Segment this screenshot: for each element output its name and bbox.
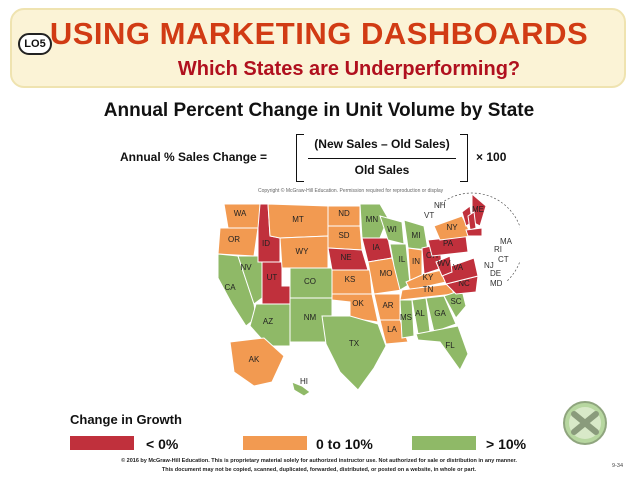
state-ma xyxy=(465,227,483,237)
state-label-me: ME xyxy=(472,205,484,214)
state-label-ut: UT xyxy=(267,273,278,282)
state-label-ak: AK xyxy=(249,355,260,364)
state-label-mi: MI xyxy=(412,231,421,240)
callout-label-nj: NJ xyxy=(484,261,494,270)
state-label-ne: NE xyxy=(340,253,351,262)
state-ga xyxy=(425,295,457,333)
formula-numerator: (New Sales – Old Sales) xyxy=(314,137,450,151)
page-number: 9-34 xyxy=(612,463,624,469)
lo-badge: LO5 xyxy=(18,33,52,55)
mcgraw-hill-logo xyxy=(563,401,607,445)
state-label-wv: WV xyxy=(438,259,452,268)
map-copyright: Copyright © McGraw-Hill Education. Permi… xyxy=(258,188,444,194)
state-label-az: AZ xyxy=(263,317,273,326)
state-label-ms: MS xyxy=(400,313,412,322)
state-label-in: IN xyxy=(412,257,420,266)
state-ak xyxy=(229,337,285,387)
state-label-fl: FL xyxy=(445,341,455,350)
slide-subtitle: Which States are Underperforming? xyxy=(177,58,521,80)
formula-multiplier: × 100 xyxy=(476,150,507,164)
state-label-nd: ND xyxy=(338,209,350,218)
state-label-ks: KS xyxy=(345,275,356,284)
state-label-il: IL xyxy=(399,255,406,264)
state-label-va: VA xyxy=(453,263,464,272)
formula-left-bracket xyxy=(296,134,304,182)
state-il xyxy=(389,243,411,291)
state-label-mn: MN xyxy=(366,215,379,224)
state-label-ky: KY xyxy=(423,273,434,282)
header-banner xyxy=(10,8,626,88)
callout-label-vt: VT xyxy=(424,211,434,220)
state-label-ny: NY xyxy=(446,223,458,232)
state-ms xyxy=(399,299,415,339)
formula-fraction-line xyxy=(308,158,456,159)
state-label-wy: WY xyxy=(296,247,310,256)
state-label-nv: NV xyxy=(240,263,252,272)
state-wv xyxy=(435,255,453,277)
state-label-id: ID xyxy=(262,239,270,248)
state-label-or: OR xyxy=(228,235,240,244)
callout-label-ct: CT xyxy=(498,255,509,264)
state-label-co: CO xyxy=(304,277,316,286)
state-label-ar: AR xyxy=(382,301,393,310)
state-label-ca: CA xyxy=(224,283,236,292)
us-state-map: WA OR CA NV ID UT AZ MT WY CO NM ND SD NE KS OK TX MN IA MO… xyxy=(210,186,524,402)
callout-label-de: DE xyxy=(490,269,501,278)
state-tx xyxy=(321,315,387,391)
callout-label-ma: MA xyxy=(500,237,513,246)
state-az xyxy=(249,303,291,347)
formula-denominator: Old Sales xyxy=(354,163,410,177)
legend-swatch-negative xyxy=(70,436,134,450)
footer-line-2: This document may not be copied, scanned… xyxy=(161,467,477,473)
state-label-wa: WA xyxy=(234,209,247,218)
state-label-nm: NM xyxy=(304,313,317,322)
state-label-mt: MT xyxy=(292,215,304,224)
callout-label-ri: RI xyxy=(494,245,502,254)
footer-line-1: © 2016 by McGraw-Hill Education. This is… xyxy=(121,458,517,464)
chart-title: Annual Percent Change in Unit Volume by … xyxy=(103,100,535,121)
formula-label: Annual % Sales Change = xyxy=(120,150,268,164)
state-label-tn: TN xyxy=(423,285,434,294)
state-label-ga: GA xyxy=(434,309,446,318)
legend-label-mid: 0 to 10% xyxy=(316,436,373,452)
map-svg: WA OR CA NV ID UT AZ MT WY CO NM ND SD NE KS OK TX MN IA MO… xyxy=(217,192,524,397)
state-label-nc: NC xyxy=(458,279,470,288)
state-me xyxy=(471,192,487,227)
state-label-ok: OK xyxy=(352,299,364,308)
legend-heading: Change in Growth xyxy=(70,412,182,427)
state-label-tx: TX xyxy=(349,339,360,348)
state-label-ia: IA xyxy=(372,243,380,252)
state-label-al: AL xyxy=(415,309,425,318)
state-label-hi: HI xyxy=(300,377,308,386)
state-label-la: LA xyxy=(387,325,397,334)
northeast-callout-arc xyxy=(437,192,524,283)
legend-label-positive: > 10% xyxy=(486,436,527,452)
state-label-pa: PA xyxy=(443,239,454,248)
state-hi xyxy=(291,381,311,397)
state-label-wi: WI xyxy=(387,225,397,234)
legend-label-negative: < 0% xyxy=(146,436,179,452)
callout-label-md: MD xyxy=(490,279,503,288)
legend-swatch-positive xyxy=(412,436,476,450)
state-fl xyxy=(415,325,469,371)
state-label-sc: SC xyxy=(450,297,461,306)
legend-swatch-mid xyxy=(243,436,307,450)
formula-right-bracket xyxy=(460,134,468,182)
state-label-mo: MO xyxy=(380,269,393,278)
state-nh xyxy=(467,211,477,231)
state-va xyxy=(439,257,479,285)
slide-title: USING MARKETING DASHBOARDS xyxy=(49,16,589,51)
state-label-sd: SD xyxy=(338,231,349,240)
callout-label-nh: NH xyxy=(434,201,446,210)
